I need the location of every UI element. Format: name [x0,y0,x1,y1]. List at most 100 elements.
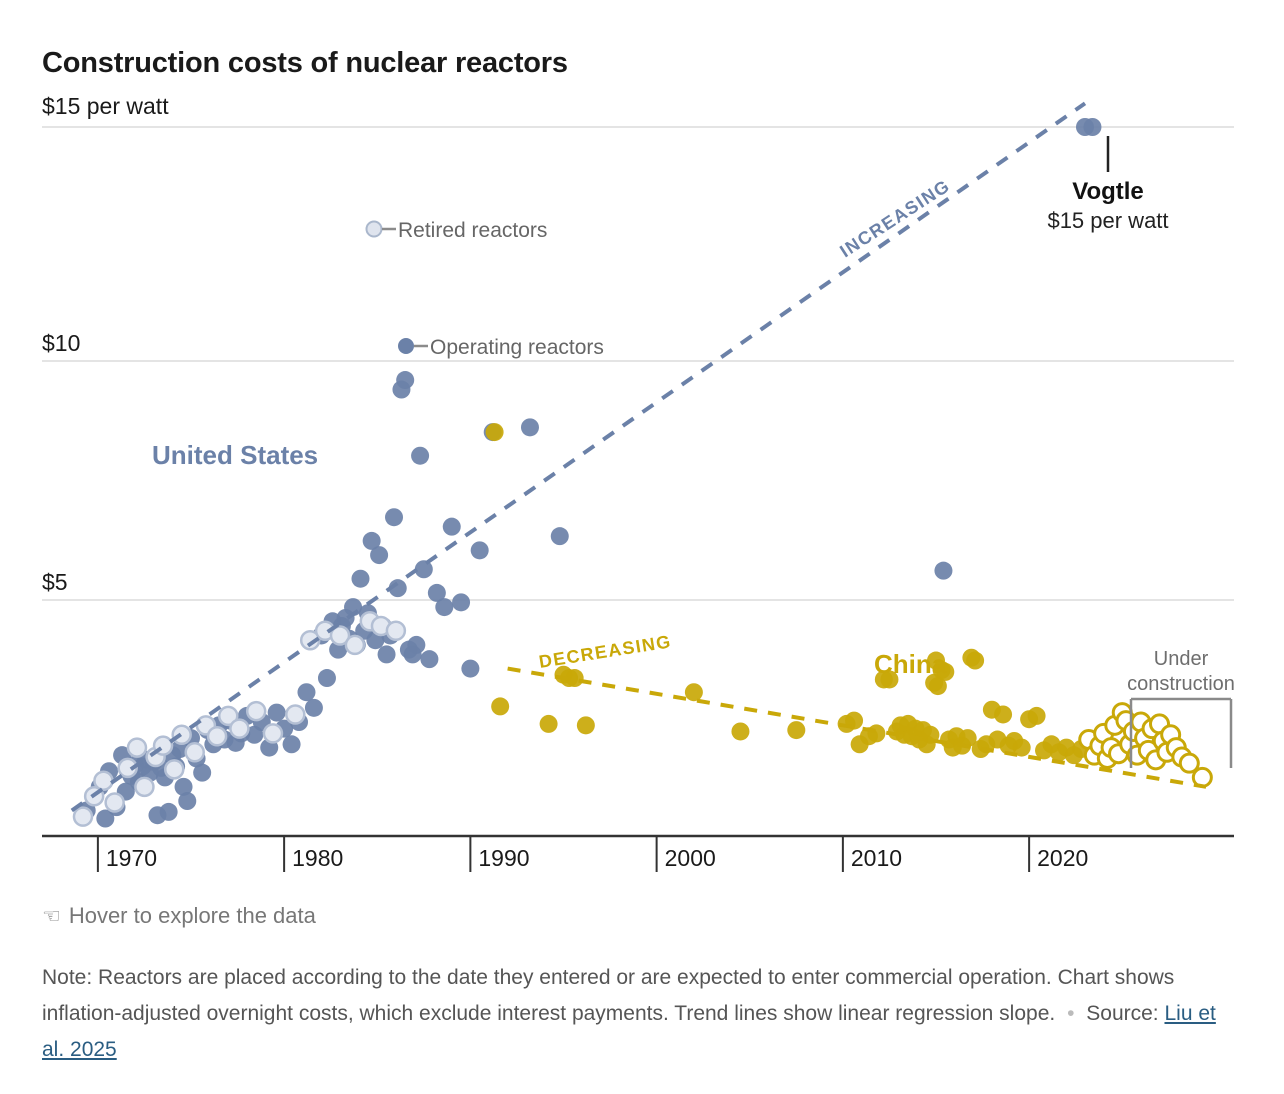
data-point[interactable] [285,704,306,725]
data-point[interactable] [96,809,115,828]
y-axis-label-5: $5 [42,569,68,595]
data-point[interactable] [163,759,185,780]
data-point[interactable] [485,423,504,442]
data-point[interactable] [880,670,899,689]
under-construction-bracket [1129,697,1233,768]
vogtle-callout-title: Vogtle [1072,178,1144,205]
data-point[interactable] [245,700,267,722]
data-point[interactable] [134,776,155,798]
data-point[interactable] [117,757,138,779]
data-point[interactable] [206,725,228,747]
data-point[interactable] [351,569,370,588]
data-point[interactable] [470,541,489,560]
series-3 [1078,702,1213,788]
hover-hint-text: Hover to explore the data [68,903,316,928]
hover-hint: ☜ Hover to explore the data [42,903,316,929]
data-point[interactable] [171,724,192,746]
data-point[interactable] [928,677,947,696]
data-point[interactable] [377,645,396,664]
page-title: Construction costs of nuclear reactors [42,47,568,79]
data-point[interactable] [329,625,351,646]
data-point[interactable] [159,802,178,821]
data-point[interactable] [539,714,558,733]
data-point[interactable] [787,721,806,740]
data-point[interactable] [550,527,569,546]
y-axis-label-10: $10 [42,330,81,356]
data-point[interactable] [684,683,703,702]
x-tick-label: 2000 [665,845,716,871]
data-point[interactable] [1083,118,1102,136]
data-point[interactable] [407,635,426,654]
legend-operating-reactors[interactable]: Operating reactors [398,336,604,359]
note-line2: Chart shows inflation-adjusted overnight… [42,966,1175,1025]
source-link[interactable]: Liu et al. 2025 [42,1002,1216,1061]
united-states-label: United States [152,440,318,470]
vogtle-callout-value: $15 per watt [1047,208,1168,233]
x-tick-label: 2020 [1037,845,1088,871]
data-point[interactable] [193,763,212,782]
decreasing-trend-label: DECREASING [537,631,672,672]
data-point[interactable] [297,683,316,702]
data-point[interactable] [461,659,480,678]
data-point[interactable] [229,718,250,739]
data-point[interactable] [994,705,1013,724]
data-point[interactable] [282,735,301,754]
china-label: China [874,649,947,679]
data-point[interactable] [1027,706,1046,725]
data-point[interactable] [174,777,193,796]
data-point[interactable] [491,697,510,716]
data-point[interactable] [520,418,539,437]
data-point[interactable] [317,669,336,688]
legend-operating-label: Operating reactors [430,336,604,359]
data-point[interactable] [388,579,407,598]
data-point[interactable] [104,792,125,813]
source-prefix: Source: [1086,1002,1165,1025]
data-point[interactable] [1012,738,1031,757]
data-point[interactable] [731,722,750,741]
note-line1: Note: Reactors are placed according to t… [42,966,1052,989]
data-point[interactable] [442,517,461,536]
data-point[interactable] [936,662,955,681]
data-point[interactable] [184,742,205,763]
data-point[interactable] [867,724,886,743]
data-point[interactable] [452,593,471,612]
x-tick-label: 1980 [292,845,343,871]
data-point[interactable] [370,546,389,565]
increasing-trend-label: INCREASING [836,175,953,261]
x-tick-label: 1970 [106,845,157,871]
data-point[interactable] [126,737,148,758]
y-axis-top-label: $15 per watt [42,93,169,119]
data-point[interactable] [414,560,433,579]
data-point[interactable] [420,650,439,669]
data-point[interactable] [435,598,454,617]
data-point[interactable] [576,716,595,735]
data-point[interactable] [934,561,953,580]
x-axis-ticks: 1970 1980 1990 2000 2010 2020 [96,836,1088,872]
data-point[interactable] [218,705,239,727]
data-point[interactable] [565,669,584,688]
data-point[interactable] [304,698,323,717]
data-point[interactable] [178,792,197,811]
data-point[interactable] [396,371,415,390]
data-point[interactable] [411,446,430,465]
x-axis: 1970 1980 1990 2000 2010 2020 [42,834,1234,872]
legend-retired-reactors[interactable]: Retired reactors [365,219,548,242]
legend-operating-marker-icon [398,338,414,354]
under-construction-annotation: Under construction [1127,648,1235,768]
data-points-layer[interactable] [72,118,1213,828]
data-point[interactable] [427,583,446,602]
data-point[interactable] [1178,752,1200,774]
data-point[interactable] [262,723,284,744]
data-point[interactable] [93,770,114,791]
data-point[interactable] [72,806,94,827]
legend-retired-marker-icon [365,220,383,238]
data-point[interactable] [385,508,404,527]
data-point[interactable] [385,620,407,641]
data-point[interactable] [362,531,381,550]
data-point[interactable] [344,634,366,656]
data-point[interactable] [966,651,985,670]
data-point[interactable] [958,729,977,748]
data-point[interactable] [267,703,286,722]
